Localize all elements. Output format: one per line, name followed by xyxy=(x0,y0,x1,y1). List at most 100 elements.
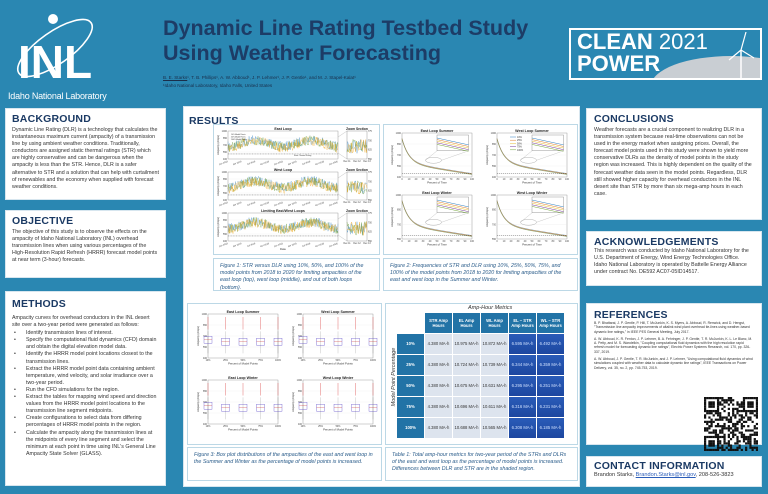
qr-module xyxy=(716,444,720,447)
x-tick-label: 25% xyxy=(318,425,324,428)
contact-panel: CONTACT INFORMATION Brandon Starks, Bran… xyxy=(586,456,762,487)
qr-module xyxy=(734,442,737,445)
frequency-curve xyxy=(401,200,473,236)
methods-step: Calculate the ampacity along the transmi… xyxy=(12,430,159,458)
qr-module xyxy=(749,403,752,406)
x-tick-label: 100 xyxy=(565,240,570,243)
x-tick-label: 20 xyxy=(510,240,513,243)
x-tick-label: Apr 2019 xyxy=(287,160,297,166)
table-row: 75% 4.380 MA-h 10.696 MA-h 10.611 MA-h 6.316… xyxy=(397,397,564,417)
qr-module xyxy=(738,446,741,449)
qr-module xyxy=(719,418,722,421)
qr-module xyxy=(740,435,743,439)
y-tick-label: 850 xyxy=(492,209,497,212)
inl-logo: INL Idaho National Laboratory xyxy=(8,6,107,101)
qr-module xyxy=(725,418,728,421)
table-row: 10% 4.380 MA-h 10.975 MA-h 10.872 MA-h 6.595… xyxy=(397,334,564,354)
qr-module xyxy=(714,435,718,439)
box xyxy=(203,336,213,344)
zoom-series-line xyxy=(346,139,368,154)
qr-module xyxy=(710,444,713,447)
zoom-y-tick-label: 550 xyxy=(368,241,373,243)
contact-email-link[interactable]: Brandon.Starks@inl.gov xyxy=(635,472,696,478)
qr-module xyxy=(742,409,746,413)
conclusions-panel: CONCLUSIONS Weather forecasts are a cruc… xyxy=(586,108,762,220)
qr-module xyxy=(753,425,756,428)
qr-module xyxy=(742,435,746,439)
x-tick-label: 25% xyxy=(318,359,324,362)
zoom-x-tick-label: Dec 12 xyxy=(353,161,361,163)
x-tick-label: Oct 2018 xyxy=(260,160,270,166)
inset-curve xyxy=(531,204,564,212)
x-tick-label: 10 xyxy=(503,178,506,181)
qr-module xyxy=(712,435,715,439)
zoom-y-tick-label: 550 xyxy=(368,200,373,202)
background-panel: BACKGROUND Dynamic Line Rating (DLR) is … xyxy=(5,108,166,200)
x-axis-label: Percent of Time xyxy=(522,181,542,185)
table-cell: 10.611 MA-h xyxy=(481,397,508,417)
qr-module xyxy=(704,416,707,419)
qr-module xyxy=(738,420,741,423)
qr-module xyxy=(745,414,748,417)
zoom-x-tick-label: Dec 13 xyxy=(363,243,371,245)
qr-module xyxy=(708,435,711,439)
zoom-y-tick-label: 775 xyxy=(368,131,373,133)
qr-module xyxy=(727,433,730,436)
qr-module xyxy=(740,427,743,430)
legend-entry: 10% xyxy=(517,136,523,139)
frequency-curve xyxy=(401,201,473,237)
qr-module xyxy=(727,427,730,430)
reference-item: A. W. Abboud, J. P. Gentle, T. R. McJunk… xyxy=(594,357,753,370)
qr-module xyxy=(742,433,746,436)
x-tick-label: 30 xyxy=(422,178,425,181)
qr-module xyxy=(745,435,748,439)
qr-module xyxy=(738,431,741,434)
x-tick-label: 75% xyxy=(258,359,264,362)
qr-module xyxy=(723,433,726,436)
zoom-connector xyxy=(337,234,348,242)
zoom-connector xyxy=(441,150,469,161)
qr-module xyxy=(727,412,730,415)
x-tick-label: 50 xyxy=(531,178,534,181)
amp-hour-table: STR Amp Hours EL Amp Hours WL Amp Hours … xyxy=(396,312,565,439)
x-tick-label: 90 xyxy=(464,178,467,181)
x-axis-label: Percent of Model Points xyxy=(228,362,258,366)
inset-curve xyxy=(436,140,469,149)
methods-step: Create configurations to select data fro… xyxy=(12,415,159,429)
annotation: Static Thermal Rating xyxy=(294,154,311,157)
box xyxy=(256,404,265,412)
x-tick-label: Jul 2018 xyxy=(247,243,257,248)
qr-module xyxy=(708,403,711,406)
x-tick-label: 50 xyxy=(436,178,439,181)
x-tick-label: 0 xyxy=(401,178,403,181)
qr-module xyxy=(723,405,726,408)
table-cell: 100% xyxy=(397,418,424,438)
qr-module xyxy=(747,401,750,404)
qr-module xyxy=(708,440,711,443)
y-axis-label: Ampacity (Amps) xyxy=(390,207,394,227)
qr-module xyxy=(716,399,720,402)
qr-module xyxy=(710,420,713,423)
objective-panel: OBJECTIVE The objective of this study is… xyxy=(5,210,166,278)
frequency-curve xyxy=(496,201,568,237)
qr-module xyxy=(736,412,739,415)
inset-curve xyxy=(436,139,469,147)
qr-module xyxy=(706,397,709,400)
x-tick-label: Oct 2018 xyxy=(260,242,270,248)
qr-module xyxy=(704,444,707,447)
qr-code[interactable] xyxy=(704,397,758,451)
qr-module xyxy=(704,420,707,423)
qr-module xyxy=(716,397,720,400)
y-tick-label: 850 xyxy=(223,137,228,140)
x-axis-label: Percent of Time xyxy=(522,243,542,247)
qr-module xyxy=(749,429,752,432)
y-tick-label: 850 xyxy=(298,390,303,393)
box xyxy=(368,338,378,346)
affiliation: ¹Idaho National Laboratory, Idaho Falls,… xyxy=(163,83,273,88)
qr-module xyxy=(751,433,754,436)
y-tick-label: 850 xyxy=(298,324,303,327)
qr-module xyxy=(714,397,718,400)
frequency-curve xyxy=(496,201,568,237)
qr-module xyxy=(745,448,748,451)
